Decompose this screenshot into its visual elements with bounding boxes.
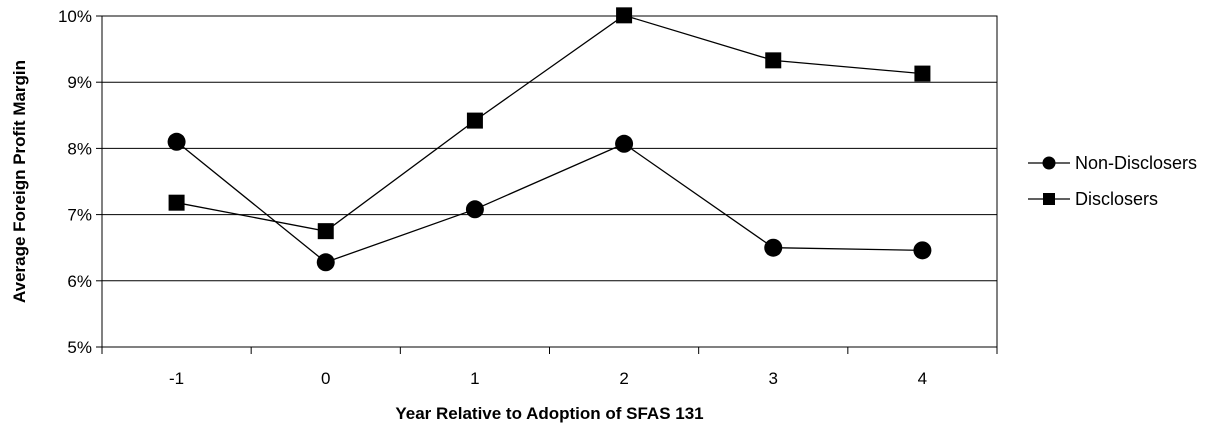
x-tick-label: 1 [470,369,479,388]
y-tick-label: 9% [67,73,92,92]
legend-marker [1042,156,1056,170]
legend-item: Non-Disclosers [1028,153,1197,173]
data-point [914,65,931,82]
data-point [317,223,334,240]
y-tick-label: 7% [67,206,92,225]
data-point [616,7,633,24]
legend: Non-Disclosers Disclosers [1028,153,1197,209]
legend-item: Disclosers [1028,189,1158,209]
legend-label: Non-Disclosers [1075,153,1197,173]
series-line [176,141,923,263]
x-axis-ticks: -1 0 1 2 3 4 [101,347,998,388]
gridlines [102,15,997,282]
data-series [167,7,932,272]
legend-label: Disclosers [1075,189,1158,209]
y-tick-label: 6% [67,272,92,291]
x-tick-label: 2 [619,369,628,388]
x-tick-label: 3 [769,369,778,388]
data-point [764,238,783,257]
data-point [465,200,484,219]
y-tick-label: 5% [67,338,92,357]
plot-frame [101,15,998,348]
data-point [167,132,186,151]
y-tick-label: 8% [67,139,92,158]
x-tick-label: 4 [918,369,927,388]
data-point [615,134,634,153]
y-axis-ticks: 5% 6% 7% 8% 9% 10% [58,7,102,357]
axes [101,15,998,348]
x-axis-title: Year Relative to Adoption of SFAS 131 [395,404,703,423]
series-disclosers [168,7,931,240]
y-axis-title: Average Foreign Profit Margin [10,60,29,303]
data-point [765,52,782,69]
x-tick-label: 0 [321,369,330,388]
series-line [176,14,923,232]
legend-marker [1043,193,1055,205]
x-tick-label: -1 [169,369,184,388]
data-point [316,253,335,272]
data-point [168,194,185,211]
data-point [466,112,483,129]
data-point [913,241,932,260]
y-tick-label: 10% [58,7,92,26]
series-non-disclosers [167,132,932,272]
